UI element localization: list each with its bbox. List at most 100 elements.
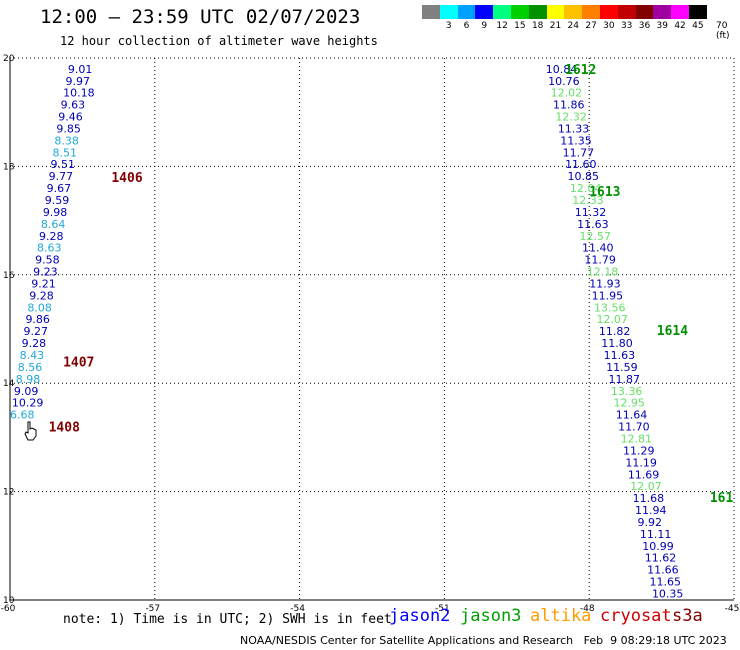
wave-height-label: 8.43 (20, 349, 45, 362)
wave-height-label: 11.79 (584, 254, 616, 267)
satellite-legend-altika: altika (530, 606, 592, 626)
x-tick-label: -51 (435, 604, 450, 614)
x-tick-label: -45 (725, 604, 740, 614)
color-scale-label: 24 (567, 21, 579, 31)
wave-height-label: 8.98 (16, 373, 41, 386)
wave-height-label: 13.36 (611, 385, 643, 398)
wave-height-label: 8.64 (41, 218, 66, 231)
wave-height-label: 12.81 (621, 432, 653, 445)
color-scale-label: 15 (514, 21, 526, 31)
wave-height-label: 9.51 (51, 158, 76, 171)
track-id-label: 1612 (565, 63, 596, 78)
wave-height-label: 10.35 (652, 587, 684, 600)
color-scale-label: 18 (531, 21, 544, 31)
color-scale-label: 36 (638, 21, 651, 31)
color-scale-label: 39 (656, 21, 668, 31)
color-scale-label: 30 (603, 21, 615, 31)
wave-height-label: 11.40 (582, 242, 614, 255)
wave-height-label: 10.76 (548, 75, 580, 88)
wave-height-label: 9.01 (68, 63, 93, 76)
color-scale-swatch (475, 5, 494, 19)
satellite-legend-s3a: s3a (672, 606, 703, 626)
y-tick-label: 12 (3, 488, 14, 498)
y-tick-label: 18 (3, 162, 15, 172)
wave-height-label: 9.59 (45, 194, 70, 207)
wave-height-label: 11.66 (647, 564, 679, 577)
wave-height-label: 12.18 (587, 266, 619, 279)
wave-height-label: 12.95 (613, 397, 645, 410)
satellite-legend-jason3: jason3 (460, 606, 522, 626)
color-scale-label: 33 (620, 21, 633, 31)
color-scale-label: 27 (585, 21, 597, 31)
x-tick-label: -54 (290, 604, 305, 614)
color-scale-label: 42 (674, 21, 686, 31)
color-scale-swatch (510, 5, 529, 19)
wave-height-label: 8.63 (37, 242, 62, 255)
wave-height-label: 9.85 (56, 122, 81, 135)
wave-height-label: 11.33 (558, 122, 590, 135)
track-id-label: 1406 (111, 171, 142, 186)
wave-height-label: 10.99 (642, 540, 674, 553)
color-scale-last-label: 70 (716, 21, 728, 31)
color-scale-legend (422, 5, 707, 19)
wave-height-label: 11.29 (623, 444, 655, 457)
wave-height-label: 9.09 (14, 385, 39, 398)
track-id-label: 1407 (63, 356, 94, 371)
color-scale-swatch (564, 5, 583, 19)
color-scale-unit: 70 (ft) (716, 21, 740, 41)
y-tick-label: 16 (3, 271, 15, 281)
wave-height-label: 11.68 (633, 492, 665, 505)
wave-height-label: 11.64 (616, 409, 648, 422)
footer-credit: NOAA/NESDIS Center for Satellite Applica… (240, 634, 727, 647)
wave-height-label: 11.77 (563, 146, 595, 159)
color-scale-label: 21 (549, 21, 562, 31)
color-scale-swatch (493, 5, 511, 19)
color-scale-swatch (599, 5, 618, 19)
wave-height-label: 13.56 (594, 301, 626, 314)
wave-height-label: 9.28 (22, 337, 47, 350)
wave-height-label: 10.29 (12, 397, 44, 410)
wave-height-label: 9.46 (58, 111, 82, 124)
wave-height-label: 11.80 (601, 337, 633, 350)
wave-height-label: 12.33 (572, 194, 604, 207)
y-tick-label: 20 (3, 54, 15, 64)
wave-height-label: 9.58 (35, 254, 60, 267)
wave-height-label: 11.87 (609, 373, 641, 386)
color-scale-label: 3 (445, 21, 452, 31)
wave-height-label: 11.93 (589, 277, 621, 290)
color-scale-swatch (635, 5, 654, 19)
wave-height-label: 11.19 (625, 456, 657, 469)
footer-note: note: 1) Time is in UTC; 2) SWH is in fe… (63, 612, 392, 627)
color-scale-swatch (671, 5, 689, 19)
color-scale-label: 6 (463, 21, 470, 31)
wave-height-label: 12.04 (570, 182, 602, 195)
wave-height-label: 9.86 (25, 313, 50, 326)
y-tick-label: 14 (3, 379, 15, 389)
wave-height-label: 11.82 (599, 325, 631, 338)
x-tick-label: -48 (580, 604, 595, 614)
track-id-label: 161 (710, 491, 734, 506)
wave-height-label: 12.07 (596, 313, 628, 326)
color-scale-swatch (528, 5, 547, 19)
color-scale-label: 45 (692, 21, 704, 31)
wave-height-label: 11.94 (635, 504, 667, 517)
wave-height-label: 11.59 (606, 361, 638, 374)
wave-height-label: 11.69 (628, 468, 660, 481)
wave-height-label: 11.60 (565, 158, 597, 171)
color-scale-label: 9 (481, 21, 488, 31)
x-tick-label: -60 (1, 604, 16, 614)
chart-subtitle: 12 hour collection of altimeter wave hei… (60, 34, 378, 48)
color-scale-swatch (457, 5, 476, 19)
wave-height-label: 11.32 (575, 206, 607, 219)
wave-height-label: 9.77 (49, 170, 74, 183)
wave-height-label: 10.18 (63, 87, 95, 100)
wave-height-label: 8.51 (52, 146, 77, 159)
color-scale-label: 12 (496, 21, 508, 31)
wave-height-label: 11.62 (645, 552, 677, 565)
wave-height-label: 9.98 (43, 206, 68, 219)
wave-height-label: 9.28 (29, 289, 54, 302)
wave-height-label: 10.85 (567, 170, 599, 183)
wave-height-label: 11.63 (577, 218, 609, 231)
wave-height-label: 9.63 (61, 99, 86, 112)
